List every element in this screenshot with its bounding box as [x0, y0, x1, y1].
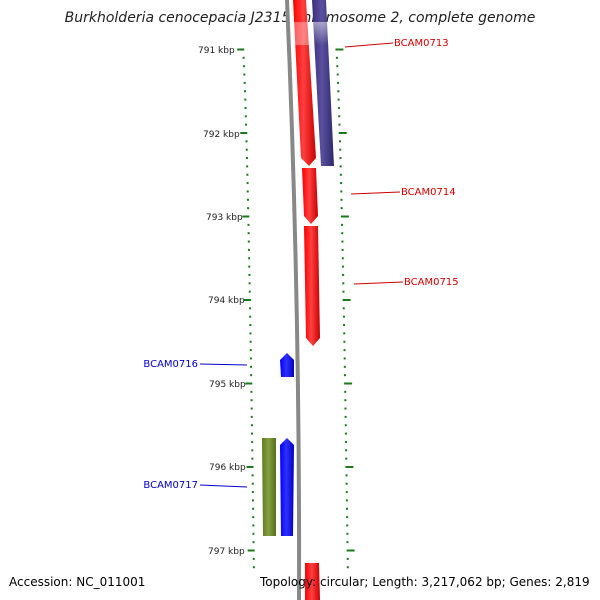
kbp-label-797: 797 kbp [208, 547, 245, 557]
leader-bcam0713 [344, 42, 394, 48]
gene-bcam0715[interactable] [304, 226, 320, 346]
gene-bcam0716[interactable] [280, 353, 294, 377]
scale-labels: 791 kbp 792 kbp 793 kbp 794 kbp 795 kbp … [198, 46, 246, 557]
genome-backbone [285, 0, 302, 600]
scale-ticks-inner [237, 48, 255, 569]
outer-feature-purple-highlight [310, 22, 330, 45]
inner-feature-olive [262, 438, 276, 536]
kbp-label-794: 794 kbp [208, 296, 245, 306]
leader-bcam0715 [353, 281, 404, 285]
gene-bcam0714[interactable] [302, 168, 318, 224]
leader-bcam0716 [199, 363, 248, 366]
gene-label-bcam0715[interactable]: BCAM0715 [404, 277, 459, 288]
gene-bcam0713[interactable] [293, 0, 316, 166]
gene-label-bcam0717[interactable]: BCAM0717 [143, 480, 198, 491]
leader-bcam0717 [199, 484, 248, 488]
topology-text: Topology: circular; Length: 3,217,062 bp… [260, 575, 590, 589]
gene-labels: BCAM0713 BCAM0714 BCAM0715 BCAM0716 BCAM… [143, 38, 458, 491]
scale-ticks-outer [335, 48, 355, 569]
accession-text: Accession: NC_011001 [9, 575, 146, 589]
gene-bottom-partial[interactable] [305, 563, 320, 600]
gene-label-lines [199, 42, 404, 488]
gene-bcam0713-highlight [292, 22, 309, 45]
gene-bcam0717[interactable] [280, 438, 294, 536]
gene-label-bcam0714[interactable]: BCAM0714 [401, 187, 456, 198]
gene-label-bcam0713[interactable]: BCAM0713 [394, 38, 449, 49]
leader-bcam0714 [350, 191, 401, 195]
kbp-label-795: 795 kbp [209, 380, 246, 390]
gene-label-bcam0716[interactable]: BCAM0716 [143, 359, 198, 370]
kbp-label-796: 796 kbp [209, 463, 246, 473]
kbp-label-791: 791 kbp [198, 46, 235, 56]
kbp-label-793: 793 kbp [206, 213, 243, 223]
kbp-label-792: 792 kbp [203, 130, 240, 140]
